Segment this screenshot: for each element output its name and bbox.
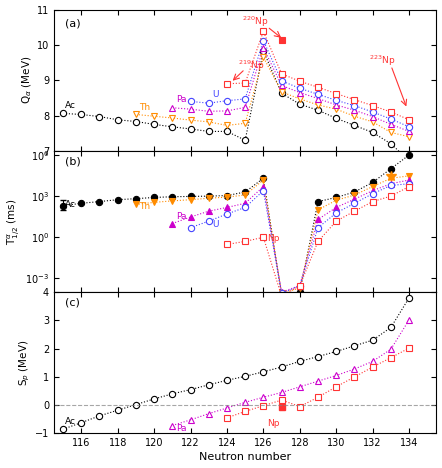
- Text: Ac: Ac: [65, 101, 76, 110]
- Text: Ac: Ac: [65, 417, 76, 425]
- Text: Pa: Pa: [176, 95, 187, 104]
- Text: Pa: Pa: [176, 212, 187, 221]
- Text: U: U: [212, 90, 219, 99]
- Text: (c): (c): [65, 298, 80, 308]
- Text: U: U: [212, 219, 219, 228]
- Y-axis label: S$_{p}$ (MeV): S$_{p}$ (MeV): [18, 339, 32, 386]
- Text: $^{223}$Np: $^{223}$Np: [369, 54, 396, 68]
- Y-axis label: Q$_{\alpha}$ (MeV): Q$_{\alpha}$ (MeV): [20, 56, 34, 104]
- Text: Ac: Ac: [65, 200, 76, 209]
- Text: (a): (a): [65, 18, 81, 28]
- Text: Th: Th: [140, 103, 151, 112]
- Text: (b): (b): [65, 156, 81, 167]
- X-axis label: Neutron number: Neutron number: [199, 453, 291, 462]
- Text: Np: Np: [267, 418, 279, 427]
- Text: Th: Th: [140, 202, 151, 211]
- Text: Np: Np: [267, 234, 279, 243]
- Text: $^{219}$Np: $^{219}$Np: [238, 58, 264, 73]
- Text: $^{220}$Np: $^{220}$Np: [241, 15, 268, 29]
- Text: Pa: Pa: [176, 424, 187, 432]
- Y-axis label: T$^{\alpha}_{1/2}$ (ms): T$^{\alpha}_{1/2}$ (ms): [6, 198, 22, 245]
